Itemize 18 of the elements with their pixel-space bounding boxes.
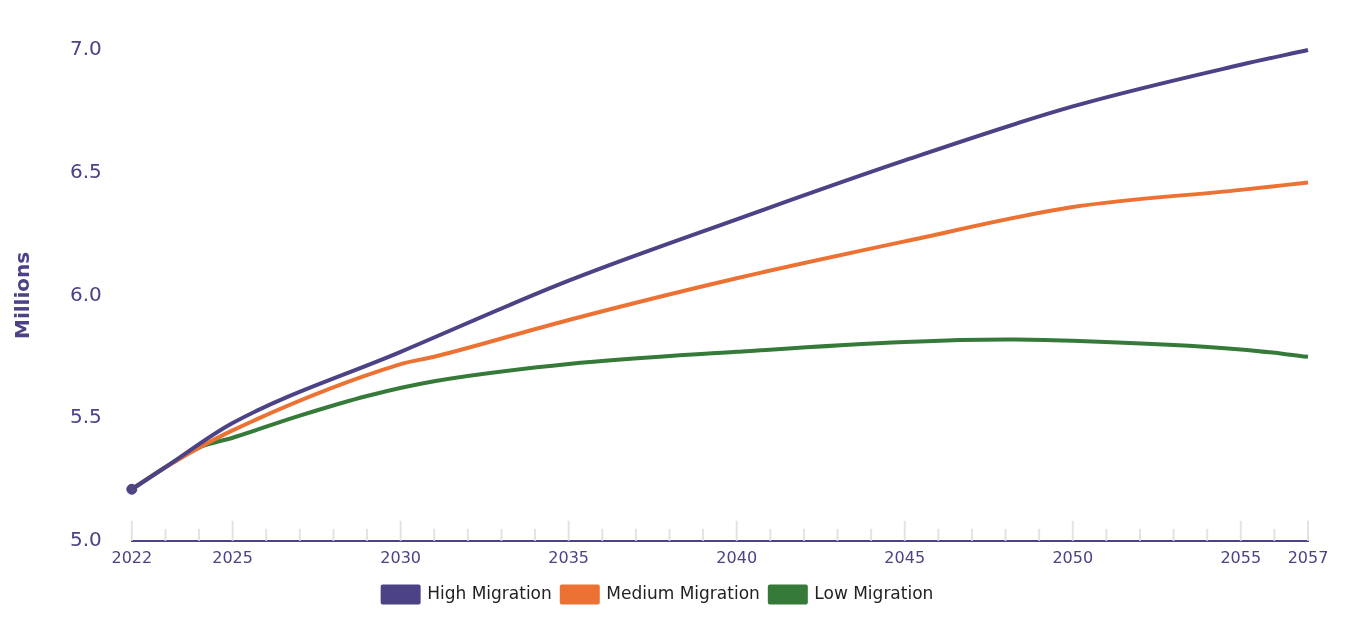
x-tick-label: 2025	[212, 547, 253, 567]
legend-label: Medium Migration	[606, 582, 760, 603]
x-tick-label: 2045	[884, 547, 926, 567]
x-tick-label: 2055	[1220, 547, 1262, 567]
y-tick-label: 7.0	[69, 36, 102, 61]
y-tick-label: 5.0	[69, 527, 102, 551]
y-axis-title: Millions	[10, 251, 35, 340]
x-tick-label: 2030	[380, 547, 422, 567]
y-tick-label: 5.5	[69, 404, 102, 429]
x-tick-label: 2035	[548, 547, 590, 567]
x-tick-label: 2057	[1287, 547, 1329, 567]
x-tick-label: 2022	[111, 547, 153, 567]
legend-label: Low Migration	[814, 582, 934, 603]
legend-label: High Migration	[427, 582, 552, 603]
x-tick-label: 2050	[1052, 547, 1094, 567]
x-tick-label: 2040	[716, 547, 758, 567]
y-tick-label: 6.0	[69, 281, 102, 306]
y-tick-label: 6.5	[69, 158, 102, 183]
